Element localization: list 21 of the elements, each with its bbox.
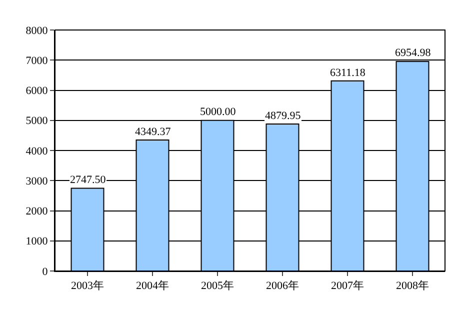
y-tick-label: 4000: [26, 145, 48, 158]
y-tick-label: 2000: [26, 206, 48, 218]
y-tick-label: 0: [42, 266, 48, 278]
y-tick-label: 6000: [26, 85, 48, 98]
data-label: 4349.37: [135, 126, 172, 138]
x-tick-label: 2003年: [71, 280, 104, 292]
y-tick-label: 8000: [26, 24, 48, 37]
y-tick-label: 3000: [26, 175, 48, 188]
data-label: 6311.18: [330, 67, 366, 79]
data-label: 2747.50: [70, 174, 106, 186]
y-tick-label: 7000: [26, 54, 48, 67]
x-tick-label: 2007年: [331, 280, 364, 292]
data-label: 5000.00: [200, 106, 236, 118]
x-tick-label: 2005年: [201, 280, 234, 292]
y-tick-label: 1000: [26, 236, 48, 248]
x-tick-label: 2006年: [266, 280, 299, 292]
x-tick-label: 2004年: [136, 280, 169, 292]
data-label: 6954.98: [395, 47, 432, 59]
y-tick-label: 5000: [26, 115, 48, 128]
x-tick-label: 2008年: [396, 280, 429, 292]
data-label: 4879.95: [265, 110, 302, 122]
